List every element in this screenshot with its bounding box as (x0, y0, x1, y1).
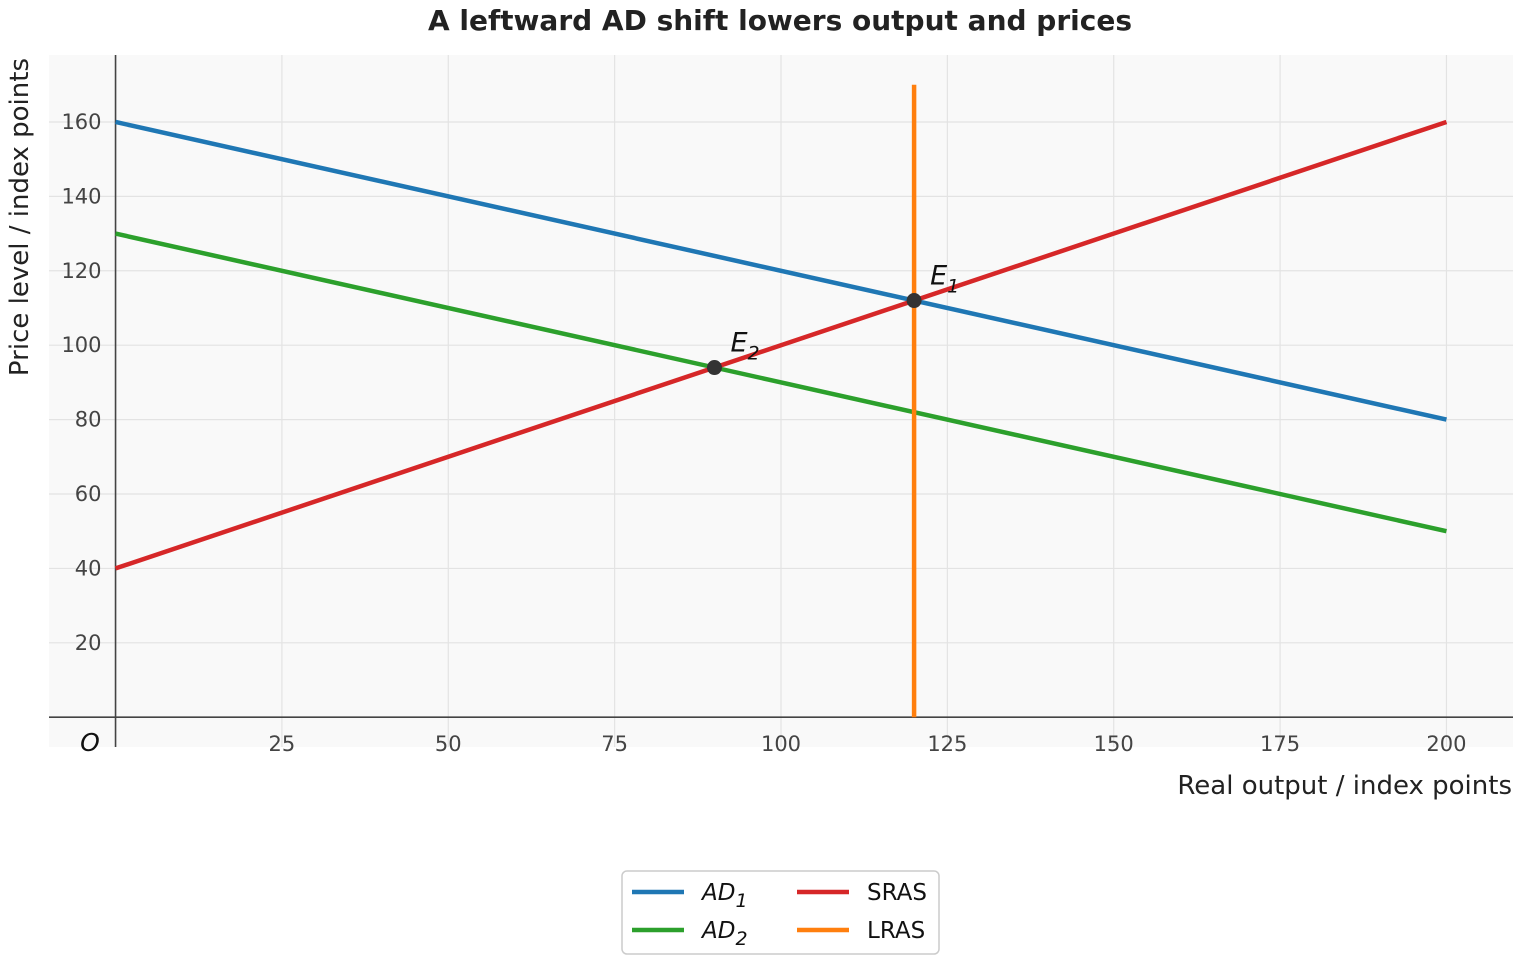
y-axis-label: Price level / index points (5, 58, 35, 376)
point-label-e2: E2 (730, 328, 759, 365)
x-tick-label: 200 (1426, 732, 1466, 756)
series-line-ad2 (115, 231, 1447, 534)
point-e1 (906, 293, 922, 309)
series-lines (114, 84, 1448, 718)
x-axis-label: Real output / index points (1177, 771, 1512, 801)
x-tick-label: 150 (1094, 732, 1134, 756)
equilibrium-points: E1 E2 (706, 261, 959, 376)
y-tick-label: 140 (61, 184, 101, 208)
x-tick-label: 25 (269, 732, 296, 756)
ticks: 25 50 75 100 125 150 175 200 20 40 60 80 100 120 140 16… (61, 110, 1466, 756)
legend-label-ad2: AD2 (700, 918, 748, 950)
y-tick-label: 40 (75, 556, 102, 580)
chart-title: A leftward AD shift lowers output and pr… (428, 4, 1132, 37)
series-line-sras (114, 119, 1448, 571)
y-tick-label: 80 (75, 408, 102, 432)
y-tick-label: 160 (61, 110, 101, 134)
y-tick-label: 60 (75, 482, 102, 506)
legend-box (621, 870, 940, 955)
axes (49, 55, 1513, 747)
x-tick-label: 75 (601, 732, 628, 756)
legend: AD1 AD2 SRAS LRAS (621, 870, 940, 955)
y-tick-label: 100 (61, 333, 101, 357)
origin-label: O (80, 728, 100, 757)
series-line-ad1 (115, 119, 1447, 422)
x-tick-label: 175 (1260, 732, 1300, 756)
point-e2 (706, 360, 722, 376)
x-tick-label: 100 (761, 732, 801, 756)
y-tick-label: 120 (61, 259, 101, 283)
legend-label-lras: LRAS (867, 918, 925, 944)
legend-label-sras: SRAS (867, 880, 927, 906)
x-tick-label: 125 (927, 732, 967, 756)
point-label-e1: E1 (930, 261, 959, 298)
x-tick-label: 50 (435, 732, 462, 756)
y-tick-label: 20 (75, 631, 102, 655)
legend-label-ad1: AD1 (700, 880, 748, 912)
